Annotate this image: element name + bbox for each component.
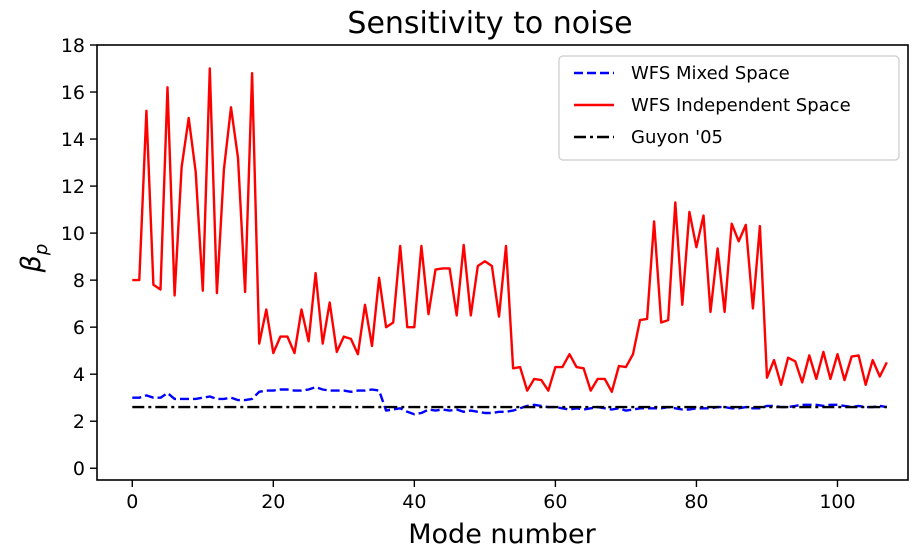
legend-box	[558, 55, 900, 161]
y-tick-label: 18	[61, 35, 85, 57]
plot-frame	[96, 44, 909, 481]
x-tick-label: 80	[684, 491, 708, 513]
axes: 0 20 40 60 80 100 0 2 4 6 8 10 12 14 16 18	[61, 35, 909, 513]
x-tick-label: 20	[261, 491, 285, 513]
y-tick-label: 0	[73, 458, 85, 480]
x-tick-label: 40	[402, 491, 426, 513]
y-tick-label: 16	[61, 82, 85, 104]
series-line-2	[132, 67, 888, 393]
y-tick-label: 8	[73, 270, 85, 292]
x-tick-label: 60	[543, 491, 567, 513]
y-tick-label: 2	[73, 411, 85, 433]
x-tick-label: 100	[819, 491, 855, 513]
y-tick-label: 14	[61, 129, 85, 151]
y-tick-label: 4	[73, 364, 85, 386]
y-axis-label-base: β	[16, 255, 47, 273]
legend: WFS Mixed Space WFS Independent Space Guyo…	[558, 55, 900, 161]
legend-label-1: WFS Mixed Space	[631, 63, 790, 84]
y-axis-label-subscript: p	[31, 244, 52, 256]
y-tick-label: 6	[73, 317, 85, 339]
chart-title: Sensitivity to noise	[347, 6, 632, 41]
series-line-1	[132, 385, 888, 416]
x-axis-label: Mode number	[408, 519, 596, 546]
legend-label-3: Guyon '05	[631, 127, 723, 148]
plot-area	[132, 67, 888, 416]
y-tick-label: 10	[61, 223, 85, 245]
y-tick-label: 12	[61, 176, 85, 198]
x-tick-label: 0	[126, 491, 138, 513]
y-axis-label: βp	[16, 244, 52, 274]
legend-label-2: WFS Independent Space	[631, 95, 851, 116]
